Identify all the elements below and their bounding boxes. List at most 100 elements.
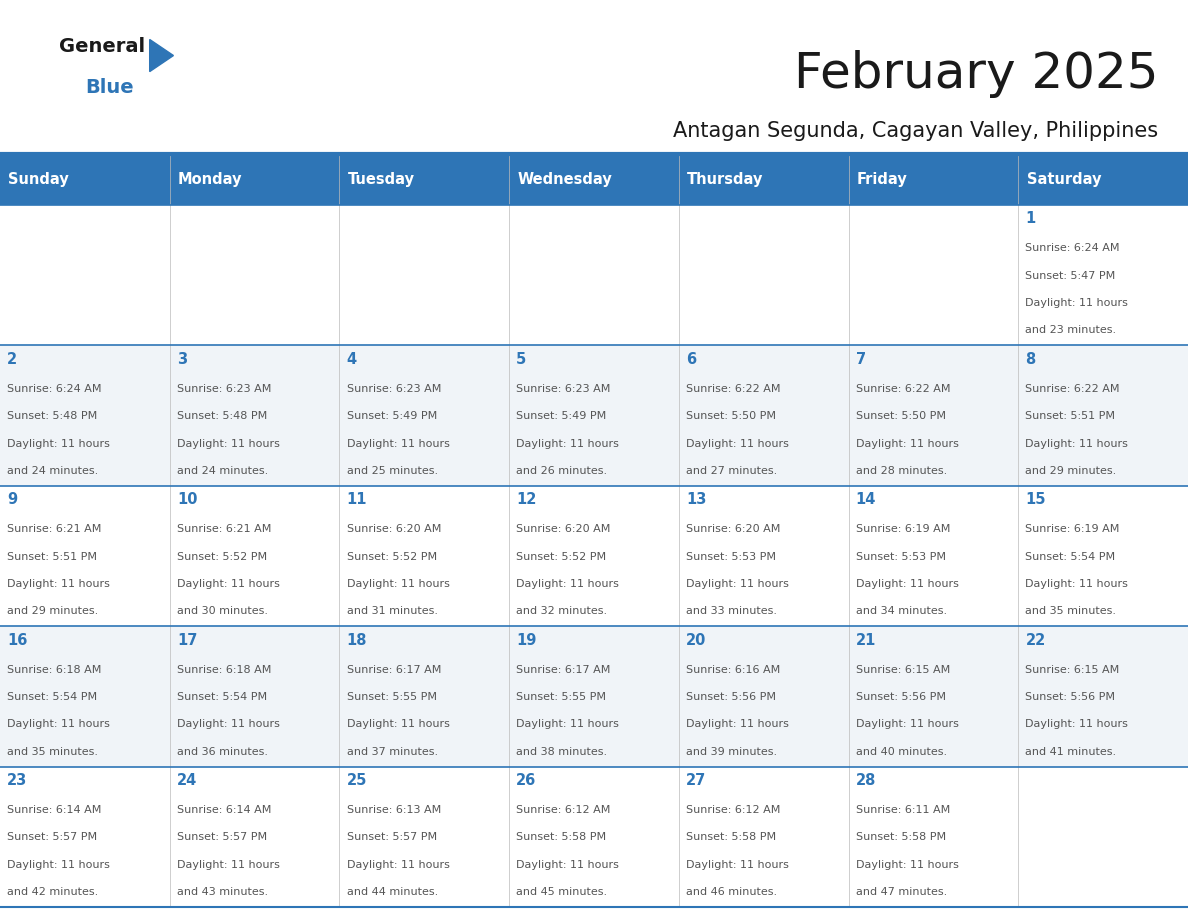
Text: Sunset: 5:52 PM: Sunset: 5:52 PM	[517, 552, 606, 562]
Text: Daylight: 11 hours: Daylight: 11 hours	[347, 439, 449, 449]
Text: Sunrise: 6:21 AM: Sunrise: 6:21 AM	[7, 524, 101, 534]
Text: 20: 20	[685, 633, 707, 647]
Text: Sunrise: 6:17 AM: Sunrise: 6:17 AM	[517, 665, 611, 675]
Text: Daylight: 11 hours: Daylight: 11 hours	[7, 720, 110, 730]
Text: 11: 11	[347, 492, 367, 507]
Text: 15: 15	[1025, 492, 1045, 507]
Text: Daylight: 11 hours: Daylight: 11 hours	[1025, 439, 1129, 449]
Text: and 44 minutes.: and 44 minutes.	[347, 888, 438, 897]
Text: Sunrise: 6:23 AM: Sunrise: 6:23 AM	[177, 384, 271, 394]
Text: and 25 minutes.: and 25 minutes.	[347, 466, 437, 476]
Text: Daylight: 11 hours: Daylight: 11 hours	[517, 439, 619, 449]
Text: 18: 18	[347, 633, 367, 647]
Text: Sunset: 5:54 PM: Sunset: 5:54 PM	[1025, 552, 1116, 562]
Text: Sunset: 5:48 PM: Sunset: 5:48 PM	[7, 411, 97, 421]
Text: and 41 minutes.: and 41 minutes.	[1025, 747, 1117, 756]
Text: Sunset: 5:47 PM: Sunset: 5:47 PM	[1025, 271, 1116, 281]
Text: Sunrise: 6:15 AM: Sunrise: 6:15 AM	[1025, 665, 1119, 675]
Text: General: General	[59, 37, 145, 56]
Text: 12: 12	[517, 492, 537, 507]
Text: Sunrise: 6:14 AM: Sunrise: 6:14 AM	[7, 805, 101, 815]
Text: Sunset: 5:51 PM: Sunset: 5:51 PM	[7, 552, 97, 562]
Text: Sunset: 5:56 PM: Sunset: 5:56 PM	[1025, 692, 1116, 702]
Text: Sunrise: 6:20 AM: Sunrise: 6:20 AM	[685, 524, 781, 534]
Text: and 47 minutes.: and 47 minutes.	[855, 888, 947, 897]
Text: Daylight: 11 hours: Daylight: 11 hours	[7, 860, 110, 870]
Text: Daylight: 11 hours: Daylight: 11 hours	[517, 579, 619, 589]
Text: Sunset: 5:55 PM: Sunset: 5:55 PM	[517, 692, 606, 702]
Bar	[0, 205, 1188, 345]
Text: 16: 16	[7, 633, 27, 647]
Text: Daylight: 11 hours: Daylight: 11 hours	[685, 439, 789, 449]
Text: Sunrise: 6:11 AM: Sunrise: 6:11 AM	[855, 805, 950, 815]
Text: and 36 minutes.: and 36 minutes.	[177, 747, 267, 756]
Text: Daylight: 11 hours: Daylight: 11 hours	[1025, 298, 1129, 308]
Text: Sunset: 5:50 PM: Sunset: 5:50 PM	[855, 411, 946, 421]
Text: 21: 21	[855, 633, 876, 647]
Text: 9: 9	[7, 492, 18, 507]
Text: Sunrise: 6:18 AM: Sunrise: 6:18 AM	[177, 665, 271, 675]
Text: Sunrise: 6:17 AM: Sunrise: 6:17 AM	[347, 665, 441, 675]
Polygon shape	[150, 39, 173, 72]
Text: and 45 minutes.: and 45 minutes.	[517, 888, 607, 897]
Text: 10: 10	[177, 492, 197, 507]
Text: Sunset: 5:53 PM: Sunset: 5:53 PM	[685, 552, 776, 562]
Text: 19: 19	[517, 633, 537, 647]
Bar	[0, 154, 1188, 205]
Text: Daylight: 11 hours: Daylight: 11 hours	[347, 579, 449, 589]
Text: 2: 2	[7, 352, 18, 366]
Text: Sunday: Sunday	[8, 172, 69, 187]
Text: and 40 minutes.: and 40 minutes.	[855, 747, 947, 756]
Text: Saturday: Saturday	[1026, 172, 1101, 187]
Text: Sunrise: 6:19 AM: Sunrise: 6:19 AM	[1025, 524, 1120, 534]
Text: Daylight: 11 hours: Daylight: 11 hours	[177, 579, 279, 589]
Text: 24: 24	[177, 773, 197, 788]
Text: and 37 minutes.: and 37 minutes.	[347, 747, 437, 756]
Text: Daylight: 11 hours: Daylight: 11 hours	[855, 720, 959, 730]
Text: and 38 minutes.: and 38 minutes.	[517, 747, 607, 756]
Text: Monday: Monday	[178, 172, 242, 187]
Text: Sunrise: 6:23 AM: Sunrise: 6:23 AM	[517, 384, 611, 394]
Text: Sunset: 5:58 PM: Sunset: 5:58 PM	[517, 833, 606, 843]
Text: 8: 8	[1025, 352, 1036, 366]
Text: Sunrise: 6:14 AM: Sunrise: 6:14 AM	[177, 805, 271, 815]
Text: Sunrise: 6:23 AM: Sunrise: 6:23 AM	[347, 384, 441, 394]
Text: Daylight: 11 hours: Daylight: 11 hours	[685, 720, 789, 730]
Text: Daylight: 11 hours: Daylight: 11 hours	[7, 579, 110, 589]
Text: Sunset: 5:54 PM: Sunset: 5:54 PM	[7, 692, 97, 702]
Text: Sunrise: 6:18 AM: Sunrise: 6:18 AM	[7, 665, 101, 675]
Text: Sunset: 5:49 PM: Sunset: 5:49 PM	[517, 411, 607, 421]
Text: 4: 4	[347, 352, 356, 366]
Text: Sunset: 5:56 PM: Sunset: 5:56 PM	[685, 692, 776, 702]
Text: Sunrise: 6:24 AM: Sunrise: 6:24 AM	[1025, 243, 1120, 253]
Text: and 29 minutes.: and 29 minutes.	[1025, 466, 1117, 476]
Text: Blue: Blue	[86, 78, 134, 97]
Text: and 43 minutes.: and 43 minutes.	[177, 888, 268, 897]
Text: Sunset: 5:52 PM: Sunset: 5:52 PM	[177, 552, 267, 562]
Text: and 39 minutes.: and 39 minutes.	[685, 747, 777, 756]
Text: Sunset: 5:49 PM: Sunset: 5:49 PM	[347, 411, 437, 421]
Text: Sunset: 5:57 PM: Sunset: 5:57 PM	[177, 833, 267, 843]
Text: Sunrise: 6:20 AM: Sunrise: 6:20 AM	[347, 524, 441, 534]
Text: Sunrise: 6:22 AM: Sunrise: 6:22 AM	[1025, 384, 1120, 394]
Text: Daylight: 11 hours: Daylight: 11 hours	[517, 720, 619, 730]
Text: Daylight: 11 hours: Daylight: 11 hours	[347, 720, 449, 730]
Text: Antagan Segunda, Cagayan Valley, Philippines: Antagan Segunda, Cagayan Valley, Philipp…	[674, 121, 1158, 141]
Text: Daylight: 11 hours: Daylight: 11 hours	[685, 579, 789, 589]
Text: 25: 25	[347, 773, 367, 788]
Bar	[0, 486, 1188, 626]
Text: Daylight: 11 hours: Daylight: 11 hours	[7, 439, 110, 449]
Text: Wednesday: Wednesday	[518, 172, 612, 187]
Text: 14: 14	[855, 492, 876, 507]
Text: and 31 minutes.: and 31 minutes.	[347, 607, 437, 616]
Text: Friday: Friday	[857, 172, 908, 187]
Text: Sunrise: 6:22 AM: Sunrise: 6:22 AM	[685, 384, 781, 394]
Text: and 35 minutes.: and 35 minutes.	[1025, 607, 1117, 616]
Text: Daylight: 11 hours: Daylight: 11 hours	[517, 860, 619, 870]
Text: and 34 minutes.: and 34 minutes.	[855, 607, 947, 616]
Text: Daylight: 11 hours: Daylight: 11 hours	[177, 720, 279, 730]
Text: Sunrise: 6:13 AM: Sunrise: 6:13 AM	[347, 805, 441, 815]
Text: 23: 23	[7, 773, 27, 788]
Text: Sunrise: 6:24 AM: Sunrise: 6:24 AM	[7, 384, 102, 394]
Text: Sunset: 5:52 PM: Sunset: 5:52 PM	[347, 552, 437, 562]
